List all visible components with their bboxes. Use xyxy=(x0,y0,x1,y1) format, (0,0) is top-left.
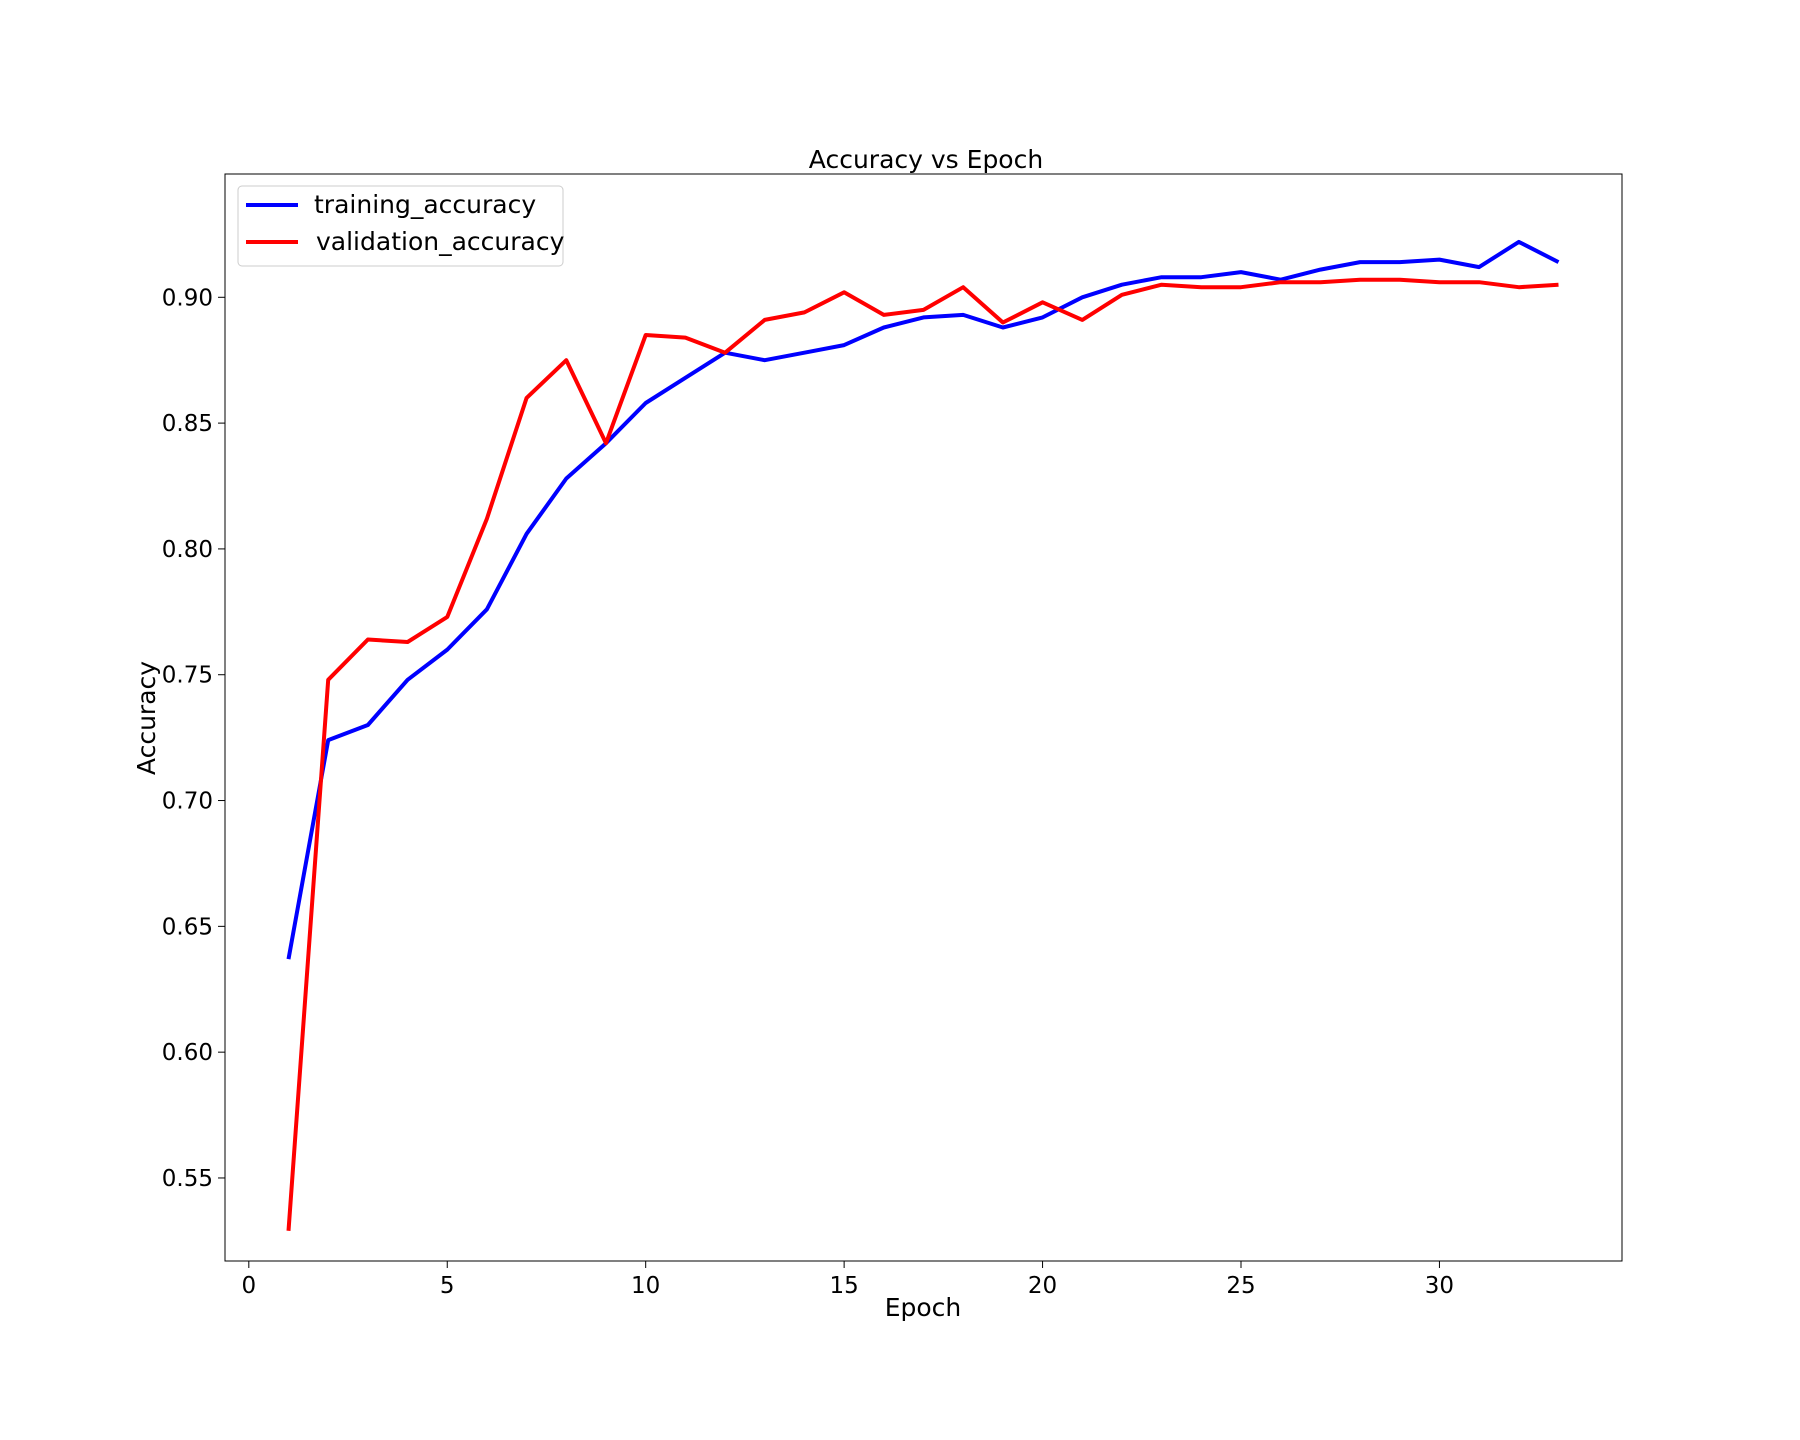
x-tick-label: 25 xyxy=(1226,1273,1255,1299)
y-tick-label: 0.90 xyxy=(162,285,213,311)
series-line-validation_accuracy xyxy=(286,277,1559,1231)
legend-label-validation: validation_accuracy xyxy=(316,227,565,256)
x-axis: 0 5 10 15 20 25 30 xyxy=(241,1261,1454,1299)
y-axis-label: Accuracy xyxy=(132,661,161,775)
legend: training_accuracy validation_accuracy xyxy=(237,185,565,267)
x-tick-label: 0 xyxy=(241,1273,256,1299)
plot-frame xyxy=(224,173,1623,1262)
y-tick-label: 0.65 xyxy=(162,914,213,940)
x-tick-label: 5 xyxy=(440,1273,455,1299)
y-tick-label: 0.75 xyxy=(162,663,213,689)
plot-area xyxy=(286,239,1560,1231)
x-tick-label: 30 xyxy=(1425,1273,1454,1299)
y-tick-label: 0.85 xyxy=(162,411,213,437)
legend-box xyxy=(237,185,564,267)
y-tick-label: 0.80 xyxy=(162,537,213,563)
chart-title: Accuracy vs Epoch xyxy=(809,145,1043,174)
y-tick-label: 0.70 xyxy=(162,789,213,815)
legend-label-training: training_accuracy xyxy=(314,190,536,219)
y-tick-label: 0.55 xyxy=(162,1166,213,1192)
y-axis: 0.55 0.60 0.65 0.70 0.75 0.80 0.85 0.90 xyxy=(162,285,225,1192)
x-tick-label: 20 xyxy=(1028,1273,1057,1299)
x-tick-label: 15 xyxy=(829,1273,858,1299)
x-tick-label: 10 xyxy=(631,1273,660,1299)
x-axis-label: Epoch xyxy=(885,1293,962,1322)
series-line-training_accuracy xyxy=(286,239,1560,960)
y-tick-label: 0.60 xyxy=(162,1040,213,1066)
